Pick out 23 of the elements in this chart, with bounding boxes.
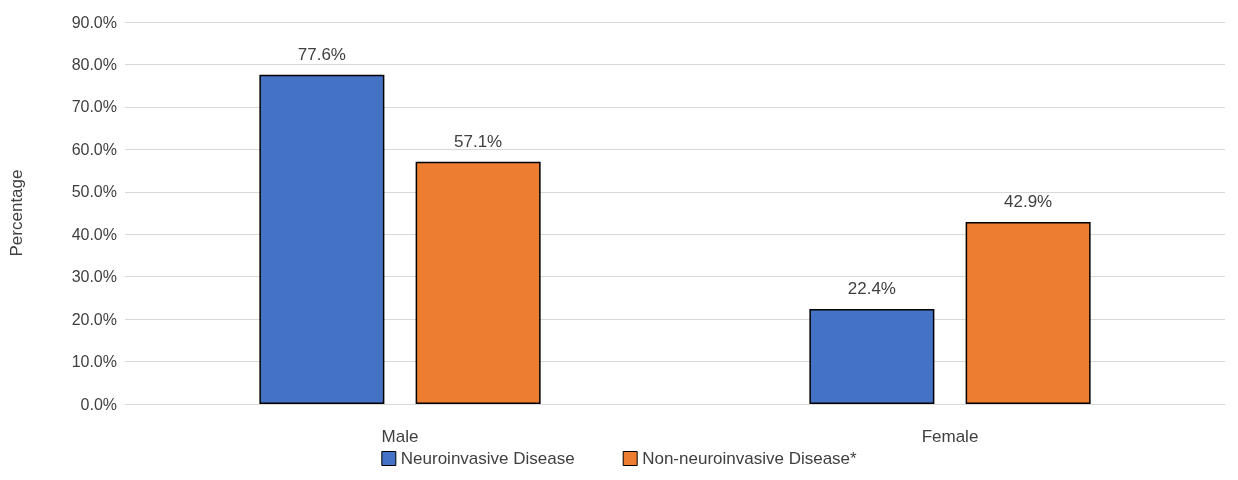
y-tick-label: 0.0% — [80, 395, 117, 413]
y-tick-label: 60.0% — [71, 140, 117, 158]
data-label: 57.1% — [454, 131, 503, 151]
x-tick-label: Male — [381, 427, 419, 446]
y-tick-label: 50.0% — [71, 183, 117, 201]
y-tick-label: 10.0% — [71, 353, 117, 371]
y-tick-label: 40.0% — [71, 225, 117, 243]
data-label: 22.4% — [847, 278, 896, 298]
data-label: 77.6% — [297, 44, 346, 64]
legend-label: Non-neuroinvasive Disease* — [642, 449, 858, 468]
bar — [415, 161, 541, 404]
x-tick-label: Female — [921, 427, 979, 446]
bar — [965, 221, 1091, 404]
bar — [809, 308, 935, 404]
data-label: 42.9% — [1004, 191, 1053, 211]
y-tick-label: 20.0% — [71, 310, 117, 328]
y-tick-label: 30.0% — [71, 268, 117, 286]
legend-label: Neuroinvasive Disease — [400, 449, 575, 468]
y-tick-label: 90.0% — [71, 13, 117, 31]
y-tick-label: 70.0% — [71, 98, 117, 116]
bar — [259, 74, 385, 404]
y-axis-title: Percentage — [7, 169, 26, 257]
y-tick-label: 80.0% — [71, 55, 117, 73]
